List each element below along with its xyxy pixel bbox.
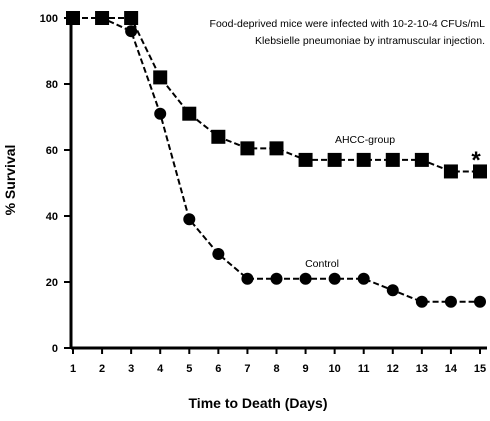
data-point-square	[473, 164, 487, 179]
data-point-circle	[386, 284, 399, 297]
x-tick-label: 7	[244, 363, 250, 375]
data-point-square	[182, 106, 197, 121]
data-point-circle	[444, 295, 457, 308]
x-tick-label: 4	[157, 363, 164, 375]
x-tick-label: 10	[329, 363, 341, 375]
y-ticks: 0 20 40 60 80 100	[40, 13, 71, 355]
series-label-control: Control	[305, 258, 339, 270]
data-point-circle	[415, 295, 428, 308]
x-axis-title: Time to Death (Days)	[189, 395, 328, 411]
x-tick-label: 13	[416, 363, 428, 375]
data-point-circle	[270, 272, 283, 285]
data-point-square	[211, 129, 226, 144]
series-layer	[66, 11, 487, 308]
annotation-line-1: Food-deprived mice were infected with 10…	[210, 18, 486, 30]
data-point-circle	[183, 213, 196, 226]
y-axis-title: % Survival	[2, 145, 18, 216]
x-tick-label: 15	[474, 363, 486, 375]
data-point-circle	[241, 272, 254, 285]
x-ticks: 1 2 3 4 5 6 7 8 9 10 11 12 13 14 15	[70, 348, 486, 375]
data-point-square	[356, 152, 371, 167]
data-point-circle	[299, 272, 312, 285]
data-point-square	[240, 141, 255, 156]
data-point-circle	[96, 12, 109, 24]
data-point-circle	[357, 272, 370, 285]
series-label-ahcc: AHCC-group	[335, 134, 395, 146]
y-tick-label: 20	[46, 277, 58, 289]
data-point-square	[298, 152, 313, 167]
data-point-circle	[67, 12, 79, 24]
data-point-square	[124, 11, 139, 25]
x-tick-label: 11	[358, 363, 370, 375]
x-tick-label: 14	[445, 363, 458, 375]
series-control	[67, 12, 486, 308]
data-point-circle	[212, 247, 225, 260]
x-tick-label: 8	[273, 363, 279, 375]
y-tick-label: 100	[40, 13, 58, 25]
x-tick-label: 9	[303, 363, 309, 375]
data-point-circle	[154, 107, 167, 120]
data-point-square	[443, 164, 458, 179]
data-point-square	[385, 152, 400, 167]
data-point-square	[327, 152, 342, 167]
y-tick-label: 40	[46, 211, 58, 223]
y-tick-label: 0	[52, 343, 58, 355]
data-point-square	[153, 70, 168, 85]
data-point-circle	[474, 295, 486, 308]
chart-axes	[69, 12, 487, 350]
x-tick-label: 1	[70, 363, 76, 375]
annotation-line-2: Klebsielle pneumoniae by intramuscular i…	[255, 35, 485, 47]
x-tick-label: 2	[99, 363, 105, 375]
y-tick-label: 80	[46, 79, 58, 91]
significance-asterisk: *	[471, 147, 481, 174]
x-tick-label: 3	[128, 363, 134, 375]
data-point-circle	[125, 25, 138, 38]
x-tick-label: 5	[186, 363, 192, 375]
data-point-square	[269, 141, 284, 156]
series-line-ahcc-group	[73, 17, 480, 173]
y-tick-label: 60	[46, 145, 58, 157]
data-point-circle	[328, 272, 341, 285]
x-tick-label: 12	[387, 363, 399, 375]
x-tick-label: 6	[215, 363, 221, 375]
data-point-square	[414, 152, 429, 167]
